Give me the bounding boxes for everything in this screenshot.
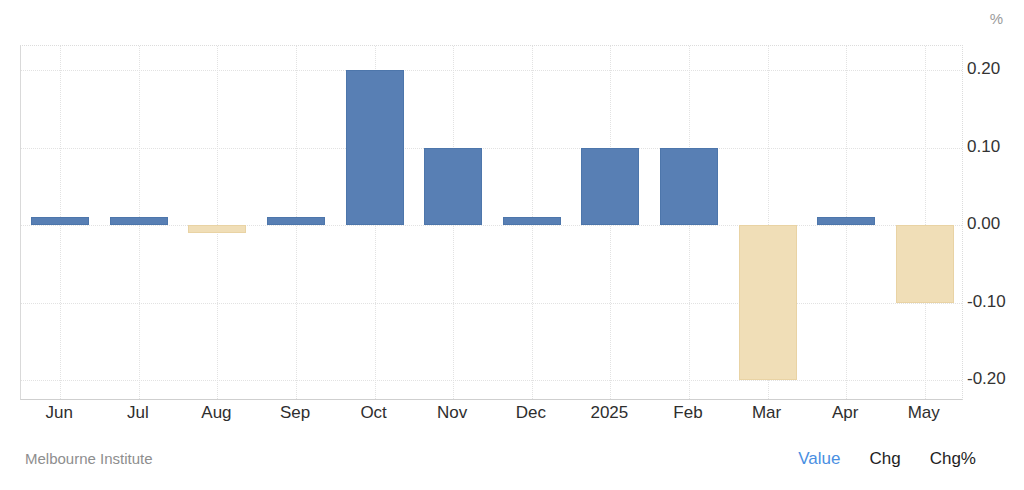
bar-aug[interactable] xyxy=(188,225,246,233)
y-gridline xyxy=(21,148,962,149)
x-gridline xyxy=(925,46,926,399)
x-axis-label-jul: Jul xyxy=(98,403,178,423)
x-gridline xyxy=(217,46,218,399)
x-axis-label-feb: Feb xyxy=(648,403,728,423)
bar-jul[interactable] xyxy=(110,217,168,225)
bar-dec[interactable] xyxy=(503,217,561,225)
x-axis-label-2025: 2025 xyxy=(569,403,649,423)
y-axis-label: 0.20 xyxy=(967,59,1023,79)
bar-may[interactable] xyxy=(896,225,954,303)
series-mode-tabs: Value Chg Chg% xyxy=(798,449,976,469)
y-axis-label: -0.20 xyxy=(967,369,1023,389)
y-gridline xyxy=(21,225,962,226)
bar-jun[interactable] xyxy=(31,217,89,225)
x-axis-label-dec: Dec xyxy=(491,403,571,423)
bar-nov[interactable] xyxy=(424,148,482,226)
y-gridline xyxy=(21,380,962,381)
tab-chg[interactable]: Chg xyxy=(870,449,901,469)
bar-apr[interactable] xyxy=(817,217,875,225)
x-axis-label-oct: Oct xyxy=(334,403,414,423)
x-axis-label-apr: Apr xyxy=(805,403,885,423)
x-axis-label-jun: Jun xyxy=(19,403,99,423)
tab-value[interactable]: Value xyxy=(798,449,840,469)
bar-2025[interactable] xyxy=(581,148,639,226)
tab-chg-percent[interactable]: Chg% xyxy=(930,449,976,469)
y-axis-label: 0.00 xyxy=(967,214,1023,234)
plot-area xyxy=(20,45,963,400)
bar-feb[interactable] xyxy=(660,148,718,226)
y-gridline xyxy=(21,303,962,304)
unit-label: % xyxy=(990,10,1003,27)
x-axis-label-may: May xyxy=(884,403,964,423)
bar-sep[interactable] xyxy=(267,217,325,225)
x-axis-label-aug: Aug xyxy=(176,403,256,423)
x-axis-label-sep: Sep xyxy=(255,403,335,423)
x-axis-label-nov: Nov xyxy=(412,403,492,423)
bar-oct[interactable] xyxy=(346,70,404,225)
bar-mar[interactable] xyxy=(739,225,797,380)
x-axis-label-mar: Mar xyxy=(727,403,807,423)
source-label: Melbourne Institute xyxy=(25,450,153,467)
y-axis-label: 0.10 xyxy=(967,137,1023,157)
y-gridline xyxy=(21,70,962,71)
y-axis-label: -0.10 xyxy=(967,292,1023,312)
